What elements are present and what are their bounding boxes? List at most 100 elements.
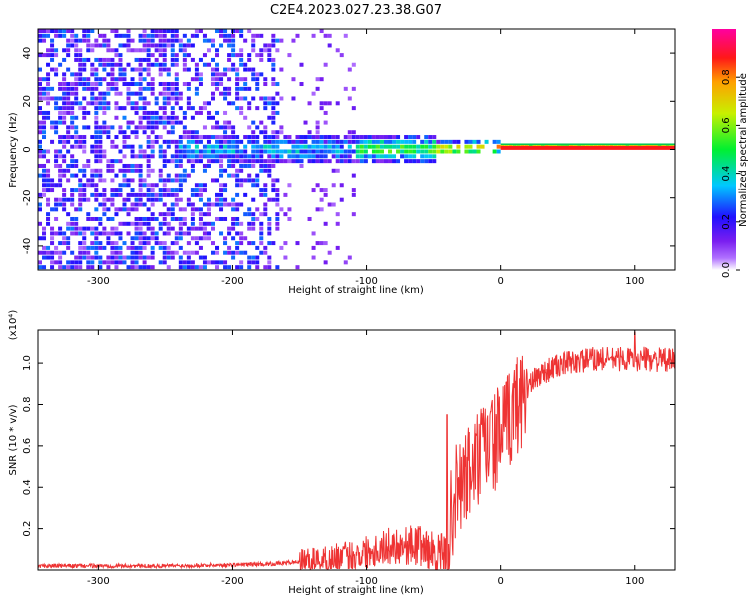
heatmap-cell — [239, 154, 244, 159]
heatmap-cell — [142, 125, 147, 130]
heatmap-cell — [106, 38, 111, 43]
heatmap-cell — [243, 236, 248, 241]
heatmap-cell — [223, 149, 228, 154]
heatmap-cell — [323, 110, 328, 115]
heatmap-cell — [90, 245, 95, 250]
heatmap-cell — [82, 197, 87, 202]
heatmap-cell — [50, 57, 55, 62]
heatmap-cell — [58, 173, 63, 178]
heatmap-cell — [150, 245, 155, 250]
heatmap-cell — [182, 48, 187, 53]
heatmap-cell — [54, 48, 59, 53]
heatmap-cell — [408, 139, 413, 144]
heatmap-cell — [50, 260, 55, 265]
heatmap-cell — [74, 231, 79, 236]
heatmap-cell — [110, 163, 115, 168]
heatmap-cell — [215, 53, 220, 58]
heatmap-cell — [138, 154, 143, 159]
heatmap-cell — [134, 226, 139, 231]
heatmap-cell — [102, 260, 107, 265]
heatmap-cell — [194, 77, 199, 82]
heatmap-cell — [66, 226, 71, 231]
heatmap-cell — [58, 197, 63, 202]
heatmap-cell — [74, 101, 79, 106]
heatmap-cell — [243, 163, 248, 168]
heatmap-cell — [291, 139, 296, 144]
heatmap-cell — [46, 216, 51, 221]
heatmap-cell — [106, 72, 111, 77]
heatmap-cell — [174, 197, 179, 202]
heatmap-cell — [416, 144, 421, 149]
heatmap-cell — [58, 202, 63, 207]
heatmap-cell — [247, 57, 252, 62]
heatmap-cell — [138, 226, 143, 231]
heatmap-cell — [82, 135, 87, 140]
heatmap-cell — [62, 197, 67, 202]
heatmap-cell — [78, 192, 83, 197]
heatmap-cell — [231, 130, 236, 135]
heatmap-cell — [166, 221, 171, 226]
heatmap-cell — [102, 154, 107, 159]
heatmap-cell — [98, 96, 103, 101]
heatmap-cell — [106, 265, 111, 270]
heatmap-cell — [38, 154, 42, 159]
heatmap-cell — [46, 221, 51, 226]
heatmap-cell — [86, 57, 91, 62]
heatmap-cell — [142, 96, 147, 101]
heatmap-cell — [243, 96, 248, 101]
heatmap-cell — [315, 154, 320, 159]
heatmap-cell — [247, 221, 252, 226]
heatmap-cell — [174, 33, 179, 38]
heatmap-cell — [62, 106, 67, 111]
heatmap-cell — [190, 236, 195, 241]
heatmap-cell — [251, 139, 256, 144]
heatmap-cell — [38, 86, 42, 91]
heatmap-cell — [198, 72, 203, 77]
heatmap-cell — [190, 57, 195, 62]
heatmap-cell — [78, 139, 83, 144]
heatmap-cell — [271, 188, 276, 193]
heatmap-cell — [102, 62, 107, 67]
heatmap-cell — [106, 86, 111, 91]
heatmap-cell — [110, 188, 115, 193]
heatmap-cell — [235, 207, 240, 212]
heatmap-cell — [86, 110, 91, 115]
heatmap-cell — [291, 144, 296, 149]
heatmap-cell — [319, 139, 324, 144]
heatmap-cell — [170, 255, 175, 260]
heatmap-cell — [420, 149, 425, 154]
heatmap-cell — [166, 72, 171, 77]
heatmap-cell — [134, 67, 139, 72]
heatmap-cell — [78, 67, 83, 72]
heatmap-cell — [319, 188, 324, 193]
heatmap-cell — [335, 101, 340, 106]
heatmap-cell — [311, 91, 316, 96]
heatmap-cell — [122, 168, 127, 173]
heatmap-cell — [130, 168, 135, 173]
heatmap-cell — [291, 38, 296, 43]
heatmap-cell — [178, 216, 183, 221]
heatmap-cell — [98, 192, 103, 197]
heatmap-cell — [134, 202, 139, 207]
heatmap-cell — [78, 48, 83, 53]
heatmap-cell — [86, 197, 91, 202]
heatmap-cell — [367, 154, 372, 159]
heatmap-cell — [122, 33, 127, 38]
heatmap-cell — [239, 139, 244, 144]
heatmap-cell — [114, 91, 119, 96]
heatmap-cell — [198, 236, 203, 241]
heatmap-cell — [54, 149, 59, 154]
heatmap-cell — [239, 178, 244, 183]
heatmap-cell — [134, 57, 139, 62]
heatmap-cell — [66, 236, 71, 241]
heatmap-cell — [82, 226, 87, 231]
heatmap-cell — [202, 38, 207, 43]
heatmap-cell — [158, 173, 163, 178]
heatmap-cell — [134, 91, 139, 96]
heatmap-cell — [78, 226, 83, 231]
heatmap-cell — [114, 245, 119, 250]
heatmap-cell — [198, 255, 203, 260]
heatmap-cell — [219, 144, 224, 149]
heatmap-cell — [82, 67, 87, 72]
heatmap-cell — [146, 110, 151, 115]
